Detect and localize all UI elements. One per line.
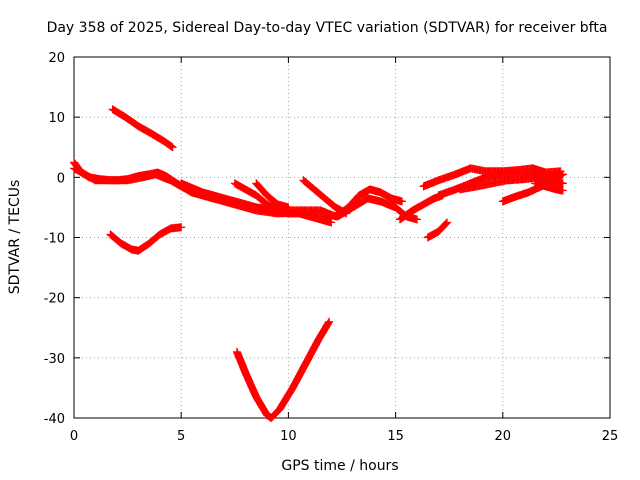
data-point-markers <box>423 218 452 242</box>
y-tick-label: 10 <box>48 111 65 126</box>
y-axis-label: SDTVAR / TECUs <box>7 180 23 295</box>
data-series-track-11 <box>423 218 452 242</box>
y-tick-label: -30 <box>44 352 65 367</box>
chart-title: Day 358 of 2025, Sidereal Day-to-day VTE… <box>47 20 608 36</box>
x-tick-label: 15 <box>387 429 404 444</box>
data-series-track-4 <box>106 223 186 255</box>
data-point-markers <box>531 179 567 195</box>
x-tick-label: 10 <box>280 429 297 444</box>
x-axis-label: GPS time / hours <box>281 458 398 474</box>
x-tick-labels: 0 5 10 15 20 25 <box>70 429 618 444</box>
data-series-track-9 <box>299 176 351 218</box>
data-point-markers <box>252 179 293 212</box>
data-point-markers <box>299 176 351 218</box>
y-tick-label: 0 <box>57 171 65 186</box>
y-tick-label: -10 <box>44 232 65 247</box>
x-tick-label: 25 <box>602 429 619 444</box>
x-tick-label: 5 <box>177 429 185 444</box>
y-tick-label: -20 <box>44 292 65 307</box>
y-tick-label: 20 <box>48 51 65 66</box>
y-tick-labels: -40 -30 -20 -10 0 10 20 <box>44 51 65 427</box>
data-point-markers <box>106 223 186 255</box>
data-point-markers <box>177 179 336 227</box>
y-tick-label: -40 <box>44 412 65 427</box>
data-point-markers <box>70 158 407 221</box>
x-tick-label: 0 <box>70 429 78 444</box>
data-series-track-3 <box>108 105 177 152</box>
data-series-track-8 <box>252 179 293 212</box>
data-series-track-16 <box>531 179 567 195</box>
axis-ticks <box>73 56 611 419</box>
data-series <box>70 105 567 422</box>
data-point-markers <box>232 317 334 422</box>
x-tick-label: 20 <box>495 429 512 444</box>
data-series-track-5 <box>232 317 334 422</box>
data-series-track-2 <box>70 158 407 221</box>
data-series-track-7 <box>230 179 282 215</box>
data-series-track-6 <box>177 179 336 227</box>
gridlines <box>74 57 610 418</box>
data-point-markers <box>230 179 282 215</box>
data-point-markers <box>108 105 177 152</box>
